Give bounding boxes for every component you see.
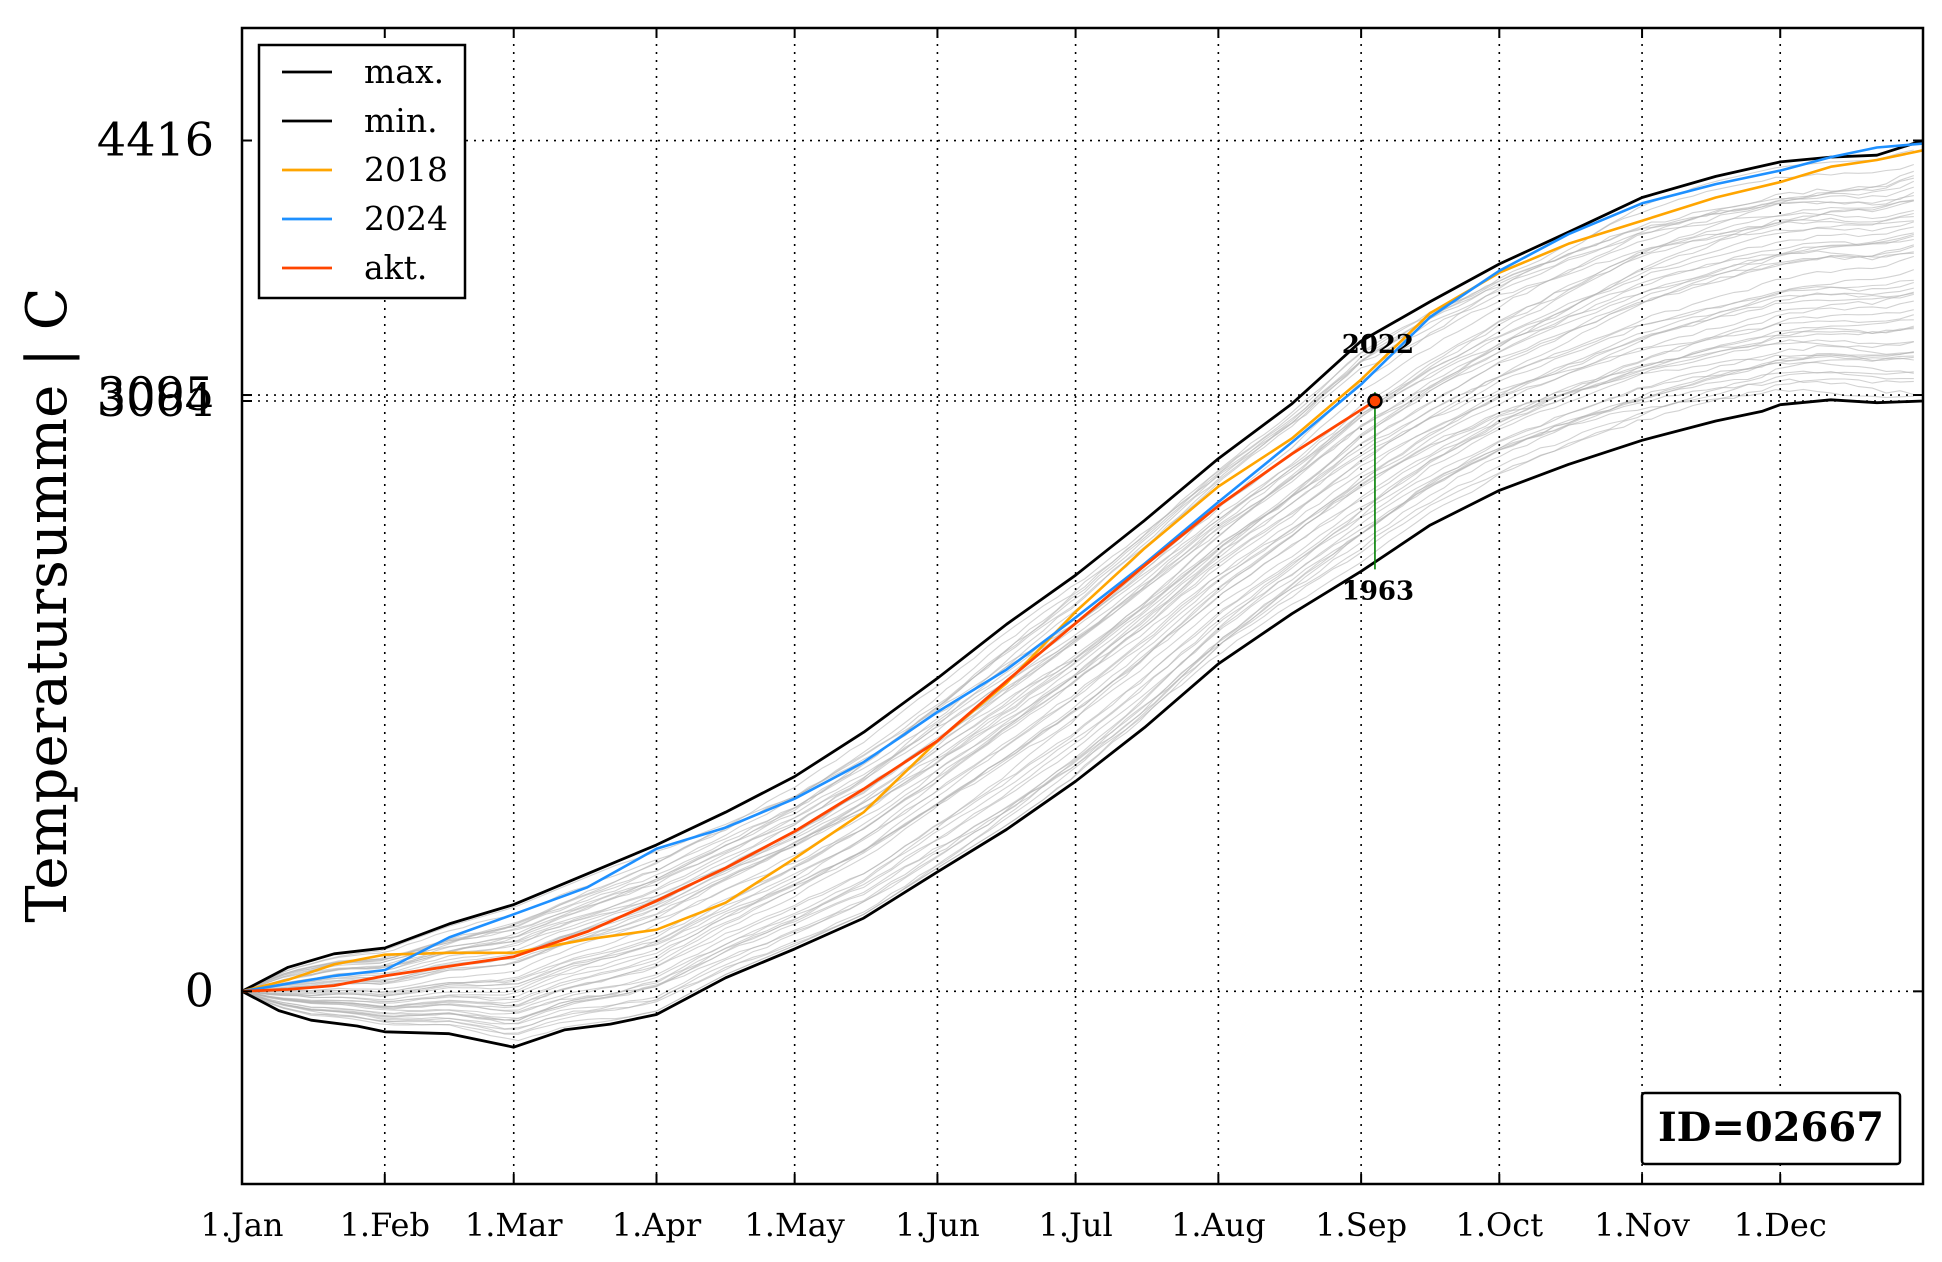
y-tick-label: 3095 [97, 367, 214, 421]
historical-year-line [241, 341, 1914, 1015]
historical-year-line [241, 341, 1914, 1013]
historical-year-line [241, 354, 1914, 1019]
historical-year-line [241, 226, 1914, 992]
historical-year-line [241, 245, 1914, 992]
historical-year-line [241, 180, 1915, 992]
x-tick-label: 1.Jun [895, 1206, 980, 1244]
historical-year-line [241, 291, 1914, 1001]
chart-annotations: 2022 1963 [1342, 330, 1414, 606]
axis-ticks: 1.Jan 1.Feb 1.Mar 1.Apr 1.May 1.Jun 1.Jul 1.Aug… [97, 28, 1923, 1244]
series-line-2024 [241, 142, 1924, 993]
historical-year-line [241, 250, 1914, 992]
series-line-min [241, 398, 1924, 1049]
series-line-2018 [241, 149, 1924, 993]
y-axis-label: Temperatursumme | C [15, 287, 80, 922]
historical-year-line [241, 220, 1914, 992]
historical-year-line [241, 361, 1914, 1025]
legend: max. min. 2018 2024 akt. [257, 43, 467, 300]
x-tick-label: 1.Jan [200, 1206, 283, 1244]
annotation-label: 2022 [1342, 330, 1414, 360]
id-label: ID=02667 [1658, 1104, 1884, 1151]
legend-box [257, 43, 467, 300]
x-tick-label: 1.Dec [1734, 1206, 1827, 1244]
historical-year-lines [241, 149, 1915, 1042]
historical-year-line [241, 325, 1914, 1009]
historical-year-line [241, 221, 1914, 992]
series-lines [241, 139, 1924, 1049]
historical-year-line [241, 309, 1914, 1004]
x-tick-label: 1.Aug [1171, 1206, 1266, 1244]
historical-year-line [241, 191, 1915, 992]
legend-label: akt. [364, 248, 427, 287]
y-tick-label: 0 [185, 963, 214, 1017]
x-tick-label: 1.Mar [465, 1206, 563, 1244]
historical-year-line [241, 175, 1914, 992]
x-tick-label: 1.Nov [1594, 1206, 1690, 1244]
x-tick-label: 1.Jul [1038, 1206, 1112, 1244]
historical-year-line [241, 293, 1914, 998]
id-box-frame [1640, 1091, 1902, 1166]
y-tick-label: 3064 [97, 373, 214, 427]
id-box: ID=02667 [1640, 1091, 1902, 1166]
current-value-marker [1367, 393, 1383, 409]
historical-year-line [242, 255, 1914, 993]
annotation-label: 1963 [1342, 576, 1414, 606]
legend-label: 2018 [364, 150, 448, 189]
historical-year-line [241, 281, 1914, 993]
legend-label: 2024 [364, 199, 448, 238]
x-tick-label: 1.Oct [1456, 1206, 1544, 1244]
x-tick-label: 1.Apr [612, 1206, 702, 1244]
historical-year-line [241, 244, 1914, 992]
historical-year-line [241, 200, 1914, 992]
historical-year-line [241, 371, 1914, 1030]
series-line-max [241, 139, 1924, 993]
historical-year-line [241, 339, 1914, 1011]
historical-year-line [241, 195, 1914, 992]
y-tick-label: 4416 [97, 113, 214, 167]
plot-frame [240, 26, 1925, 1186]
historical-year-line [241, 326, 1914, 1007]
historical-year-line [241, 269, 1914, 997]
historical-year-line [241, 212, 1914, 992]
series-line-akt [241, 399, 1376, 993]
historical-year-line [241, 378, 1914, 1035]
x-tick-label: 1.Feb [340, 1206, 430, 1244]
historical-year-line [241, 388, 1914, 1042]
legend-label: min. [364, 101, 438, 140]
historical-year-line [241, 319, 1914, 1008]
legend-label: max. [364, 52, 444, 91]
x-tick-label: 1.May [744, 1206, 844, 1244]
historical-year-line [241, 356, 1914, 1025]
historical-year-line [241, 292, 1914, 995]
historical-year-line [241, 200, 1914, 992]
historical-year-line [241, 186, 1914, 992]
x-tick-label: 1.Sep [1315, 1206, 1407, 1244]
